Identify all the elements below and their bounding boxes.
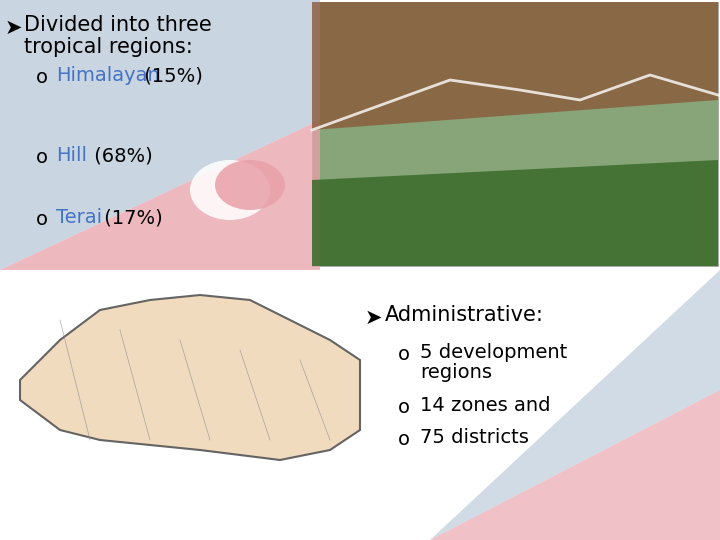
Text: o: o [398, 345, 410, 364]
Text: 75 districts: 75 districts [420, 428, 529, 447]
Text: o: o [36, 68, 48, 87]
Text: Hill: Hill [56, 146, 87, 165]
Text: o: o [398, 398, 410, 417]
Text: Administrative:: Administrative: [385, 305, 544, 325]
Text: regions: regions [420, 363, 492, 382]
Polygon shape [430, 270, 720, 540]
Text: (17%): (17%) [98, 208, 163, 227]
Polygon shape [20, 295, 360, 460]
Text: ➤: ➤ [365, 308, 382, 328]
Text: Divided into three: Divided into three [24, 15, 212, 35]
Ellipse shape [215, 160, 285, 210]
Polygon shape [0, 0, 320, 270]
Polygon shape [312, 160, 718, 266]
FancyBboxPatch shape [312, 2, 718, 266]
Text: tropical regions:: tropical regions: [24, 37, 193, 57]
Text: o: o [36, 148, 48, 167]
Text: ➤: ➤ [5, 18, 22, 38]
Ellipse shape [190, 160, 270, 220]
Text: 14 zones and: 14 zones and [420, 396, 551, 415]
Text: (68%): (68%) [88, 146, 153, 165]
Polygon shape [312, 2, 718, 130]
FancyBboxPatch shape [2, 277, 370, 533]
Text: 5 development: 5 development [420, 343, 567, 362]
Text: Himalayan: Himalayan [56, 66, 160, 85]
Polygon shape [430, 390, 720, 540]
Text: o: o [36, 210, 48, 229]
Text: (15%): (15%) [138, 66, 203, 85]
Text: Terai: Terai [56, 208, 102, 227]
Polygon shape [0, 120, 320, 270]
Text: o: o [398, 430, 410, 449]
